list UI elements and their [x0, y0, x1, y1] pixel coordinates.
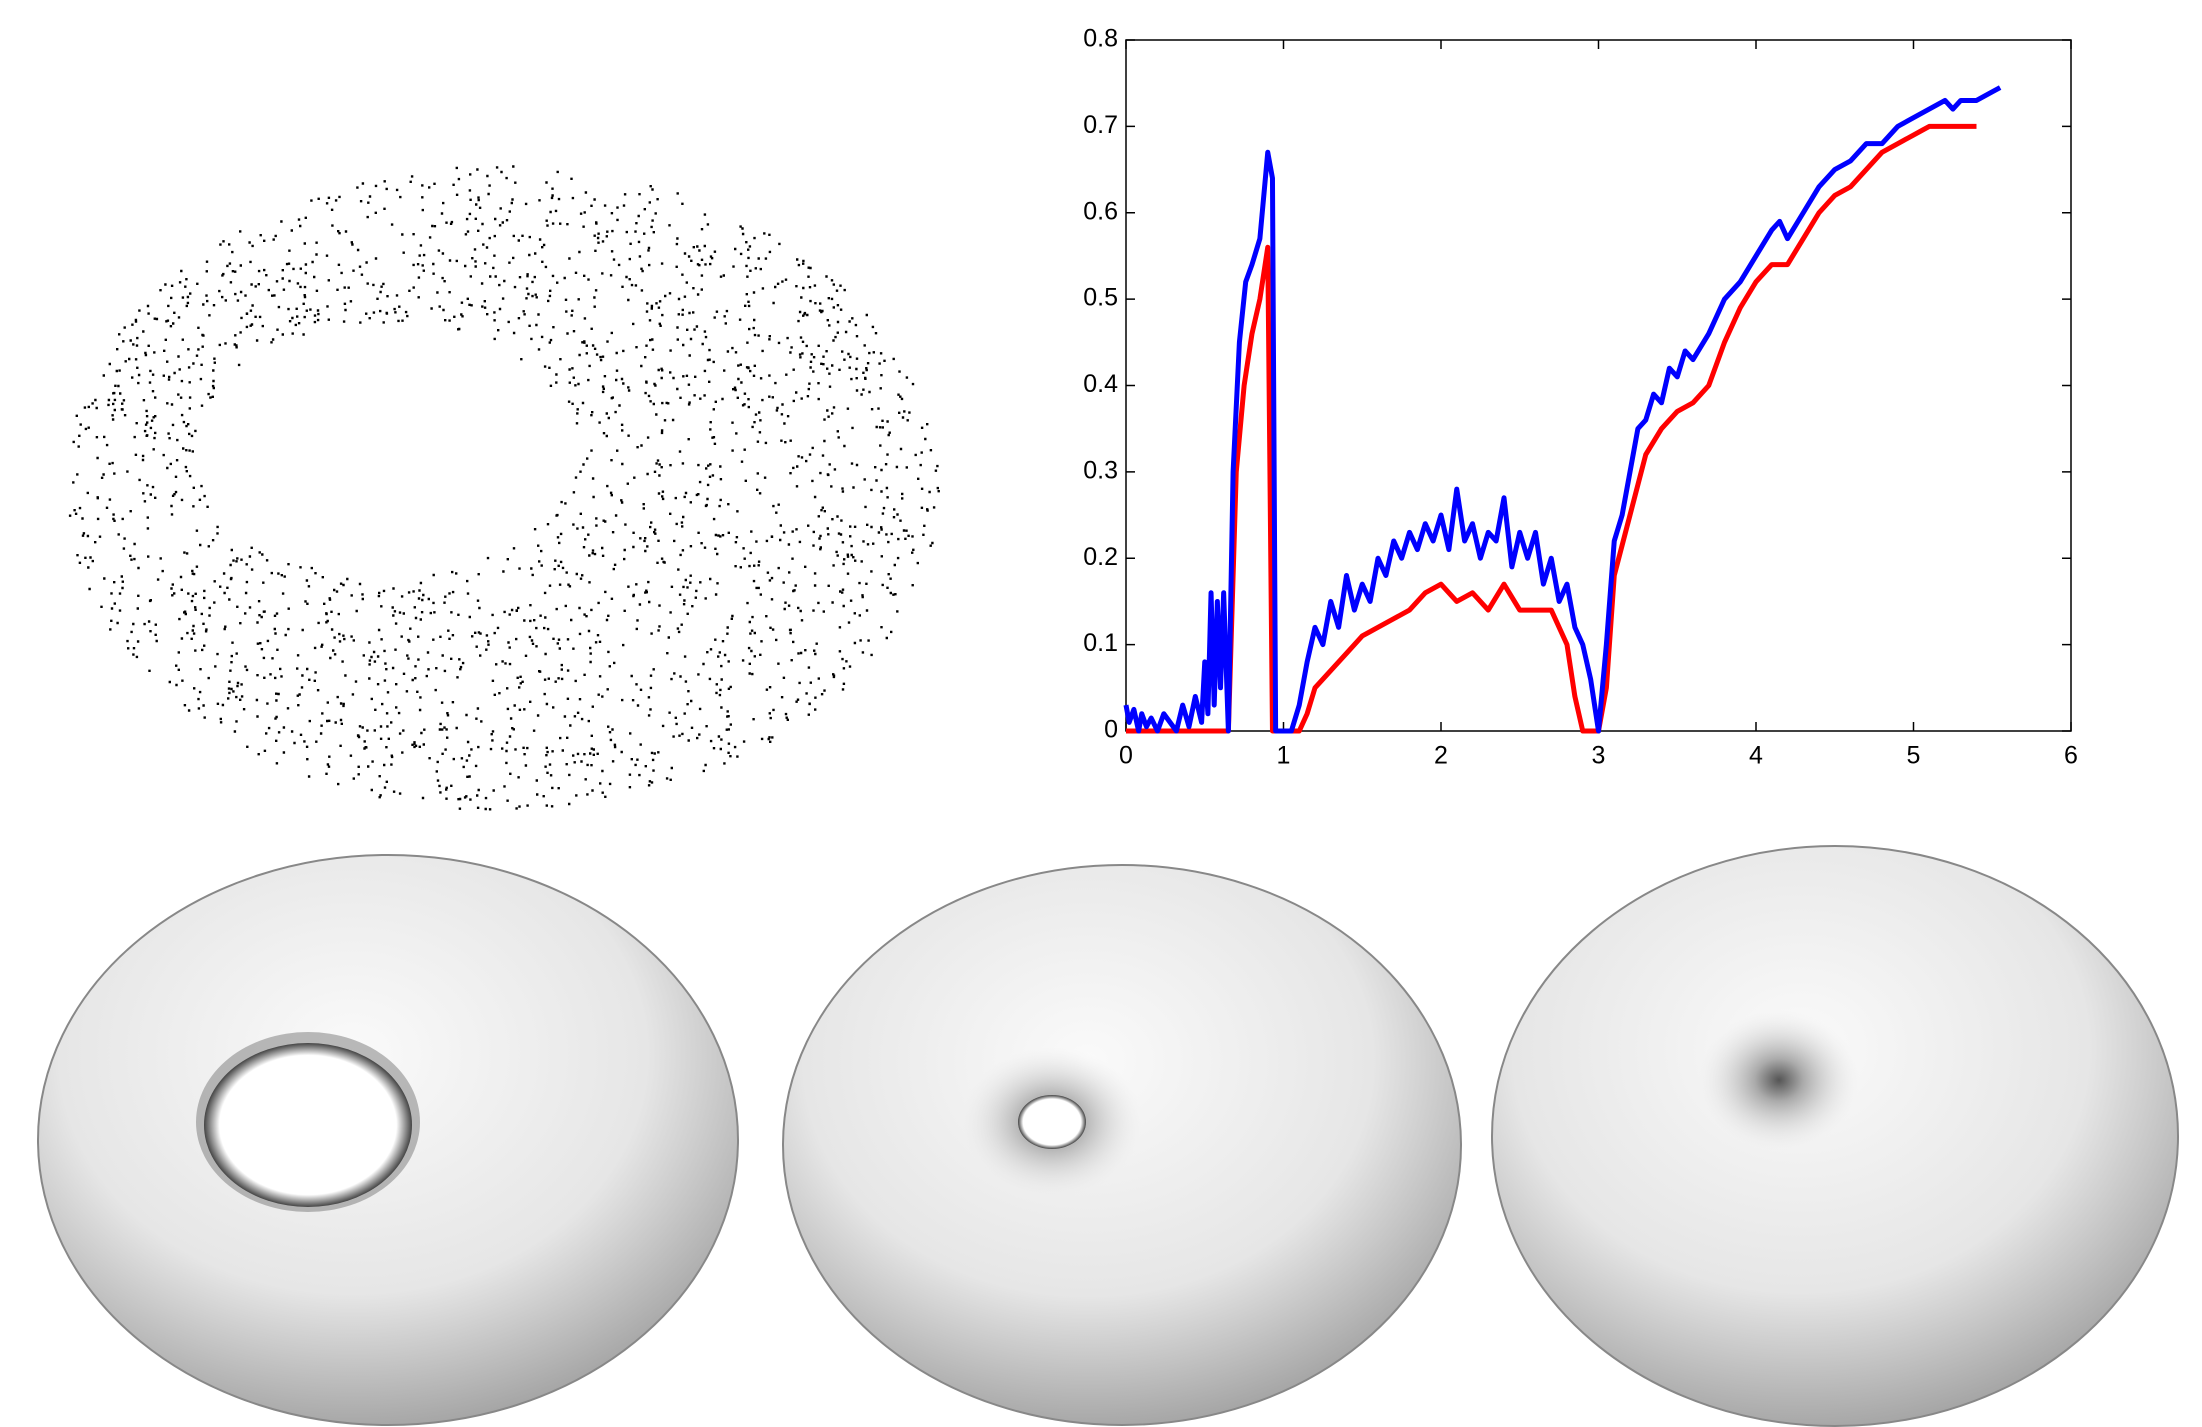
x-tick-label: 3 — [1592, 742, 1606, 770]
y-tick-label: 0.5 — [1083, 284, 1118, 312]
torus-surface — [1491, 845, 2179, 1427]
x-tick-label: 5 — [1907, 742, 1921, 770]
y-tick-label: 0.6 — [1083, 197, 1118, 225]
x-tick-label: 4 — [1749, 742, 1763, 770]
data-line — [1123, 85, 2002, 734]
data-line — [1126, 123, 1977, 734]
y-tick-label: 0 — [1104, 716, 1118, 744]
y-tick-label: 0.7 — [1083, 111, 1118, 139]
y-tick-label: 0.3 — [1083, 456, 1118, 484]
x-tick-label: 1 — [1277, 742, 1291, 770]
x-tick-label: 0 — [1119, 742, 1133, 770]
plot: 0 0.1 0.2 0.3 0.4 0.5 0.6 0.7 0.8 0 1 2 3 4 5 6 — [1083, 25, 2078, 770]
point-cloud — [68, 165, 940, 811]
y-tick-label: 0.2 — [1083, 543, 1118, 571]
y-tick-label: 0.8 — [1083, 25, 1118, 53]
y-tick-label: 0.4 — [1083, 370, 1118, 398]
x-tick-label: 2 — [1434, 742, 1448, 770]
torus-hole — [1018, 1095, 1086, 1149]
torus-hole — [204, 1043, 412, 1207]
torus-dimple — [1699, 1010, 1859, 1150]
x-tick-label: 6 — [2064, 742, 2078, 770]
y-tick-label: 0.1 — [1083, 629, 1118, 657]
